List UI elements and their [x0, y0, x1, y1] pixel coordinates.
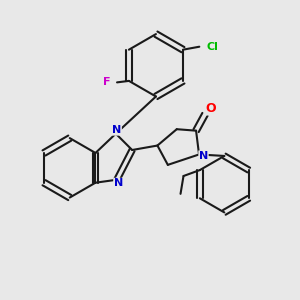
- Text: Cl: Cl: [207, 42, 219, 52]
- Text: N: N: [199, 151, 208, 161]
- Text: N: N: [114, 178, 123, 188]
- Text: N: N: [112, 125, 121, 135]
- Text: F: F: [103, 77, 110, 87]
- Text: O: O: [206, 102, 216, 115]
